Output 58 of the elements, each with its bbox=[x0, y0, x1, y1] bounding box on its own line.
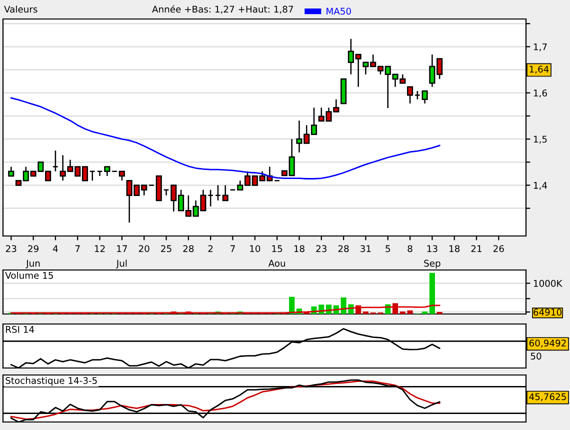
x-tick-label: 4 bbox=[52, 245, 58, 252]
x-tick-label: 18 bbox=[294, 245, 304, 252]
category-label: 29 Jun bbox=[26, 245, 40, 268]
category-label: 13 Sep bbox=[424, 245, 440, 268]
legend-label: MA50 bbox=[326, 8, 351, 15]
candlestick bbox=[407, 86, 414, 104]
y-tick-label: 1,5 bbox=[534, 136, 547, 144]
x-tick-label: 26 bbox=[494, 245, 504, 252]
chart-title: RSI 14 bbox=[6, 326, 34, 333]
chart-title: Volume 15 bbox=[5, 272, 53, 279]
x-tick-label: 31 bbox=[360, 245, 371, 252]
x-tick-label: 20 bbox=[138, 245, 150, 252]
candlestick bbox=[208, 189, 214, 208]
x-tick-label: 18 bbox=[450, 245, 460, 252]
x-tick-label: 12 bbox=[94, 245, 105, 252]
bar bbox=[400, 311, 406, 314]
x-tick-label: 21 bbox=[471, 245, 482, 252]
candlestick bbox=[8, 166, 14, 177]
candlestick bbox=[118, 170, 125, 182]
text: 50 bbox=[530, 352, 542, 360]
bar bbox=[422, 311, 428, 314]
candlestick bbox=[214, 184, 221, 202]
x-tick-label: 5 bbox=[386, 245, 390, 252]
x-tick-label: 23 bbox=[316, 245, 326, 252]
candlestick bbox=[96, 170, 103, 177]
candlestick bbox=[89, 170, 96, 182]
text: 60,9492 bbox=[529, 340, 566, 348]
x-tick-label: 28 bbox=[183, 245, 194, 252]
x-tick-label: 2 bbox=[208, 245, 213, 252]
x-tick-label: 7 bbox=[75, 245, 80, 252]
text: Année +Bas: 1,27 +Haut: 1,87 bbox=[152, 5, 293, 14]
x-tick-label: 28 bbox=[338, 245, 349, 252]
x-tick-label: 8 bbox=[408, 245, 412, 252]
candlestick bbox=[104, 166, 110, 177]
line-series bbox=[10, 304, 440, 314]
x-tick-label: 25 bbox=[161, 245, 172, 252]
text: 45,7625 bbox=[529, 393, 566, 402]
candlestick bbox=[163, 189, 170, 196]
y-tick-label: 1000K bbox=[534, 280, 562, 287]
legend-title: Valeurs bbox=[4, 6, 38, 13]
category-label: 17 Jul bbox=[116, 245, 127, 268]
y-tick-label: 1,7 bbox=[534, 44, 547, 52]
candlestick bbox=[422, 90, 428, 104]
bar bbox=[362, 311, 368, 314]
text: 1,64 bbox=[530, 66, 549, 74]
chart-title: Stochastique 14-3-5 bbox=[6, 376, 97, 386]
candlestick bbox=[52, 150, 58, 172]
y-tick-label: 64910 bbox=[534, 308, 562, 316]
y-tick-label: 1,6 bbox=[534, 90, 547, 98]
x-tick-label: 23 bbox=[6, 245, 16, 252]
bar bbox=[407, 310, 413, 314]
x-tick-label: 10 bbox=[250, 245, 260, 252]
y-tick-label: 1,4 bbox=[534, 182, 548, 190]
bar bbox=[289, 296, 295, 314]
bar bbox=[429, 272, 435, 314]
x-tick-label: 7 bbox=[230, 245, 235, 252]
category-label: 15 Aou bbox=[268, 245, 285, 267]
candlestick bbox=[222, 184, 228, 202]
